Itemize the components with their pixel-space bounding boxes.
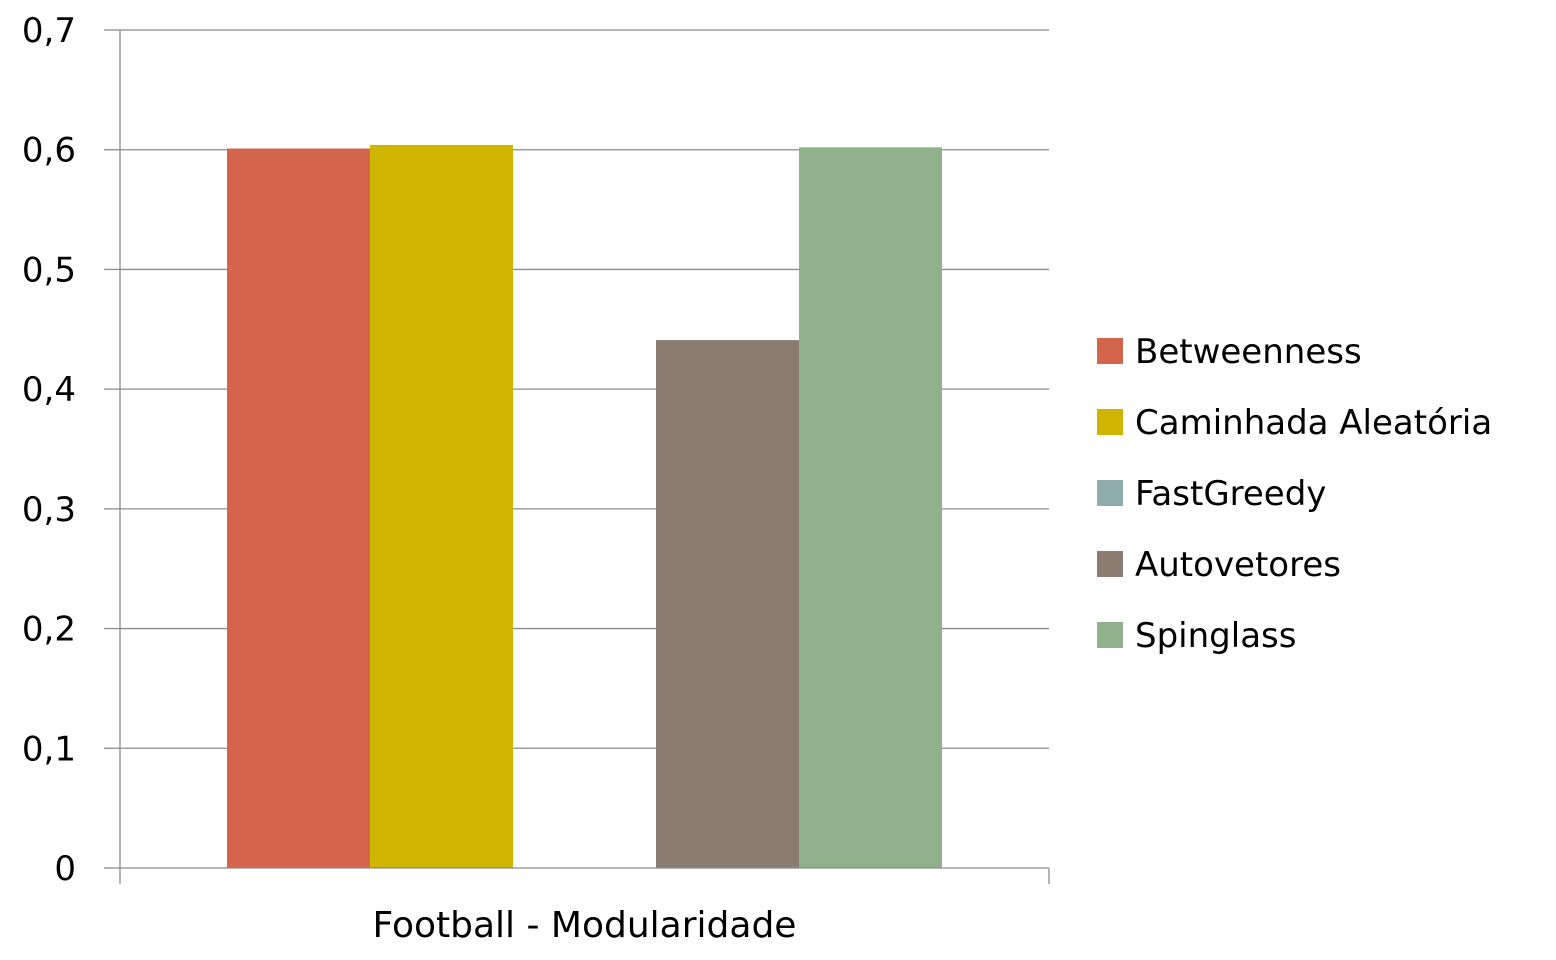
y-tick-label: 0 bbox=[54, 849, 76, 889]
legend-swatch bbox=[1097, 622, 1123, 648]
legend-label: Spinglass bbox=[1135, 616, 1296, 656]
legend-label: FastGreedy bbox=[1135, 474, 1326, 514]
y-tick-label: 0,5 bbox=[22, 250, 76, 290]
legend: Betweenness Caminhada Aleatória FastGreedy… bbox=[1097, 332, 1492, 656]
y-tick-label: 0,1 bbox=[22, 729, 76, 769]
x-category-labels: Football - Modularidade bbox=[373, 905, 797, 946]
legend-label: Caminhada Aleatória bbox=[1135, 403, 1492, 443]
bars bbox=[227, 144, 942, 868]
legend-label: Betweenness bbox=[1135, 332, 1362, 372]
axes bbox=[104, 29, 1050, 884]
legend-swatch bbox=[1097, 480, 1123, 506]
y-tick-label: 0,4 bbox=[22, 370, 76, 410]
y-tick-label: 0,3 bbox=[22, 490, 76, 530]
bar-autovetores bbox=[656, 340, 799, 868]
legend-swatch bbox=[1097, 551, 1123, 577]
y-tick-label: 0,6 bbox=[22, 131, 76, 171]
y-tick-labels: 0 0,1 0,2 0,3 0,4 0,5 0,6 0,7 bbox=[22, 11, 76, 889]
y-tick-label: 0,7 bbox=[22, 11, 76, 51]
bar-betweenness bbox=[227, 148, 370, 868]
bar-caminhada-aleat-ria bbox=[370, 144, 513, 868]
legend-label: Autovetores bbox=[1135, 545, 1341, 585]
legend-swatch bbox=[1097, 338, 1123, 364]
bar-spinglass bbox=[799, 147, 942, 868]
legend-swatch bbox=[1097, 409, 1123, 435]
y-tick-label: 0,2 bbox=[22, 610, 76, 650]
x-category-label: Football - Modularidade bbox=[373, 905, 797, 946]
